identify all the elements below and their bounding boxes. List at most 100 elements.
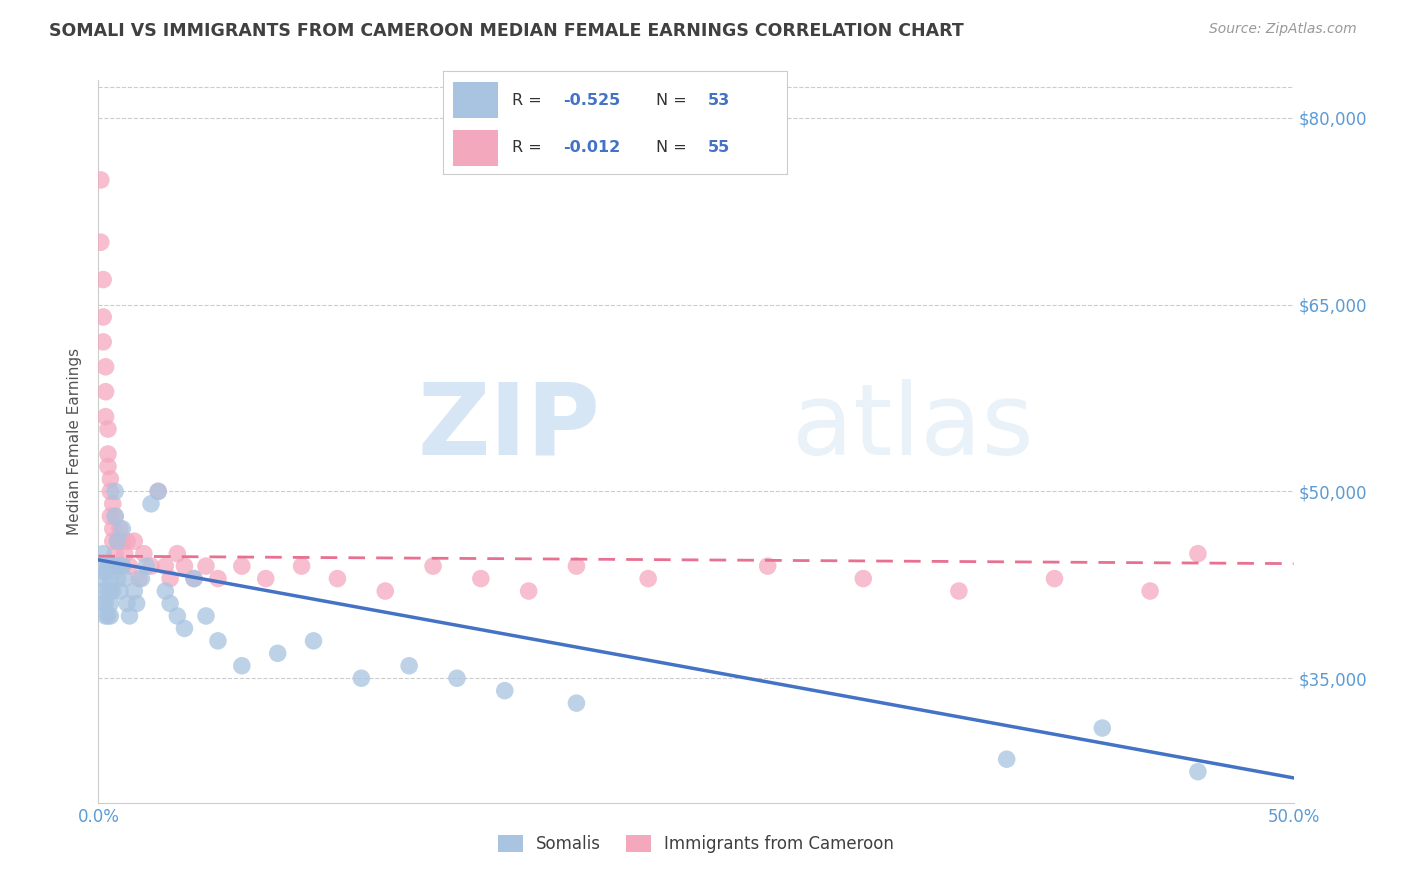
Point xyxy=(98,484,122,499)
Point xyxy=(118,559,141,574)
Point xyxy=(90,173,112,187)
Point xyxy=(995,752,1018,766)
Point xyxy=(398,658,420,673)
Point xyxy=(108,522,131,536)
Text: 53: 53 xyxy=(709,93,730,108)
Point xyxy=(107,534,129,549)
Point xyxy=(98,509,122,524)
Point xyxy=(267,646,290,660)
Point xyxy=(91,547,114,561)
Text: Source: ZipAtlas.com: Source: ZipAtlas.com xyxy=(1209,22,1357,37)
Point xyxy=(98,584,122,599)
Point xyxy=(195,559,218,574)
Point xyxy=(948,584,970,599)
Point xyxy=(91,584,114,599)
Point xyxy=(159,572,181,586)
Point xyxy=(291,559,314,574)
Point xyxy=(148,484,170,499)
Point xyxy=(231,559,253,574)
Point xyxy=(128,572,150,586)
Point xyxy=(173,559,195,574)
Point xyxy=(118,609,141,624)
Text: atlas: atlas xyxy=(792,378,1033,475)
Text: N =: N = xyxy=(657,140,692,155)
Point xyxy=(104,547,127,561)
Point xyxy=(254,572,277,586)
Point xyxy=(207,633,229,648)
Point xyxy=(98,609,122,624)
Point xyxy=(135,559,157,574)
Point xyxy=(195,609,218,624)
Point xyxy=(183,572,205,586)
Point xyxy=(108,584,131,599)
Point xyxy=(111,559,134,574)
Point xyxy=(98,597,122,611)
Point xyxy=(94,597,117,611)
Point xyxy=(159,597,181,611)
Legend: Somalis, Immigrants from Cameroon: Somalis, Immigrants from Cameroon xyxy=(491,828,901,860)
Point xyxy=(302,633,325,648)
Point xyxy=(97,422,120,436)
Point xyxy=(852,572,875,586)
Point xyxy=(231,658,253,673)
Point xyxy=(173,621,195,635)
Point xyxy=(90,235,112,250)
Point xyxy=(90,559,112,574)
Point xyxy=(1187,547,1209,561)
Point xyxy=(94,359,117,374)
Point xyxy=(101,534,124,549)
Point xyxy=(115,534,138,549)
Point xyxy=(107,572,129,586)
Point xyxy=(114,572,136,586)
Point xyxy=(756,559,779,574)
Text: 55: 55 xyxy=(709,140,730,155)
Point xyxy=(108,559,131,574)
Point xyxy=(155,559,177,574)
Point xyxy=(124,584,146,599)
Point xyxy=(637,572,659,586)
Point xyxy=(101,559,124,574)
Point xyxy=(1091,721,1114,735)
Point xyxy=(94,609,117,624)
Point xyxy=(114,547,136,561)
Point xyxy=(155,584,177,599)
Point xyxy=(131,572,153,586)
Point xyxy=(470,572,492,586)
Point xyxy=(139,559,162,574)
Point xyxy=(91,310,114,324)
Point xyxy=(97,584,120,599)
Point xyxy=(446,671,468,685)
Point xyxy=(107,534,129,549)
Point xyxy=(124,534,146,549)
Point xyxy=(166,609,188,624)
Point xyxy=(517,584,540,599)
Point xyxy=(94,384,117,399)
Point xyxy=(104,509,127,524)
Point xyxy=(107,559,129,574)
Point xyxy=(104,509,127,524)
Text: N =: N = xyxy=(657,93,692,108)
Point xyxy=(97,609,120,624)
Bar xyxy=(453,81,498,118)
Point xyxy=(97,459,120,474)
Text: -0.525: -0.525 xyxy=(564,93,620,108)
Point xyxy=(91,597,114,611)
Point xyxy=(111,534,134,549)
Point xyxy=(111,559,134,574)
Point xyxy=(148,484,170,499)
Point xyxy=(374,584,396,599)
Point xyxy=(1043,572,1066,586)
Text: R =: R = xyxy=(512,93,547,108)
Point xyxy=(207,572,229,586)
Point xyxy=(90,572,112,586)
Point xyxy=(91,334,114,349)
Point xyxy=(97,559,120,574)
Text: R =: R = xyxy=(512,140,547,155)
Point xyxy=(350,671,373,685)
Point xyxy=(94,409,117,424)
Y-axis label: Median Female Earnings: Median Female Earnings xyxy=(67,348,83,535)
Point xyxy=(125,597,148,611)
Point xyxy=(104,559,127,574)
Point xyxy=(98,572,122,586)
Text: ZIP: ZIP xyxy=(418,378,600,475)
